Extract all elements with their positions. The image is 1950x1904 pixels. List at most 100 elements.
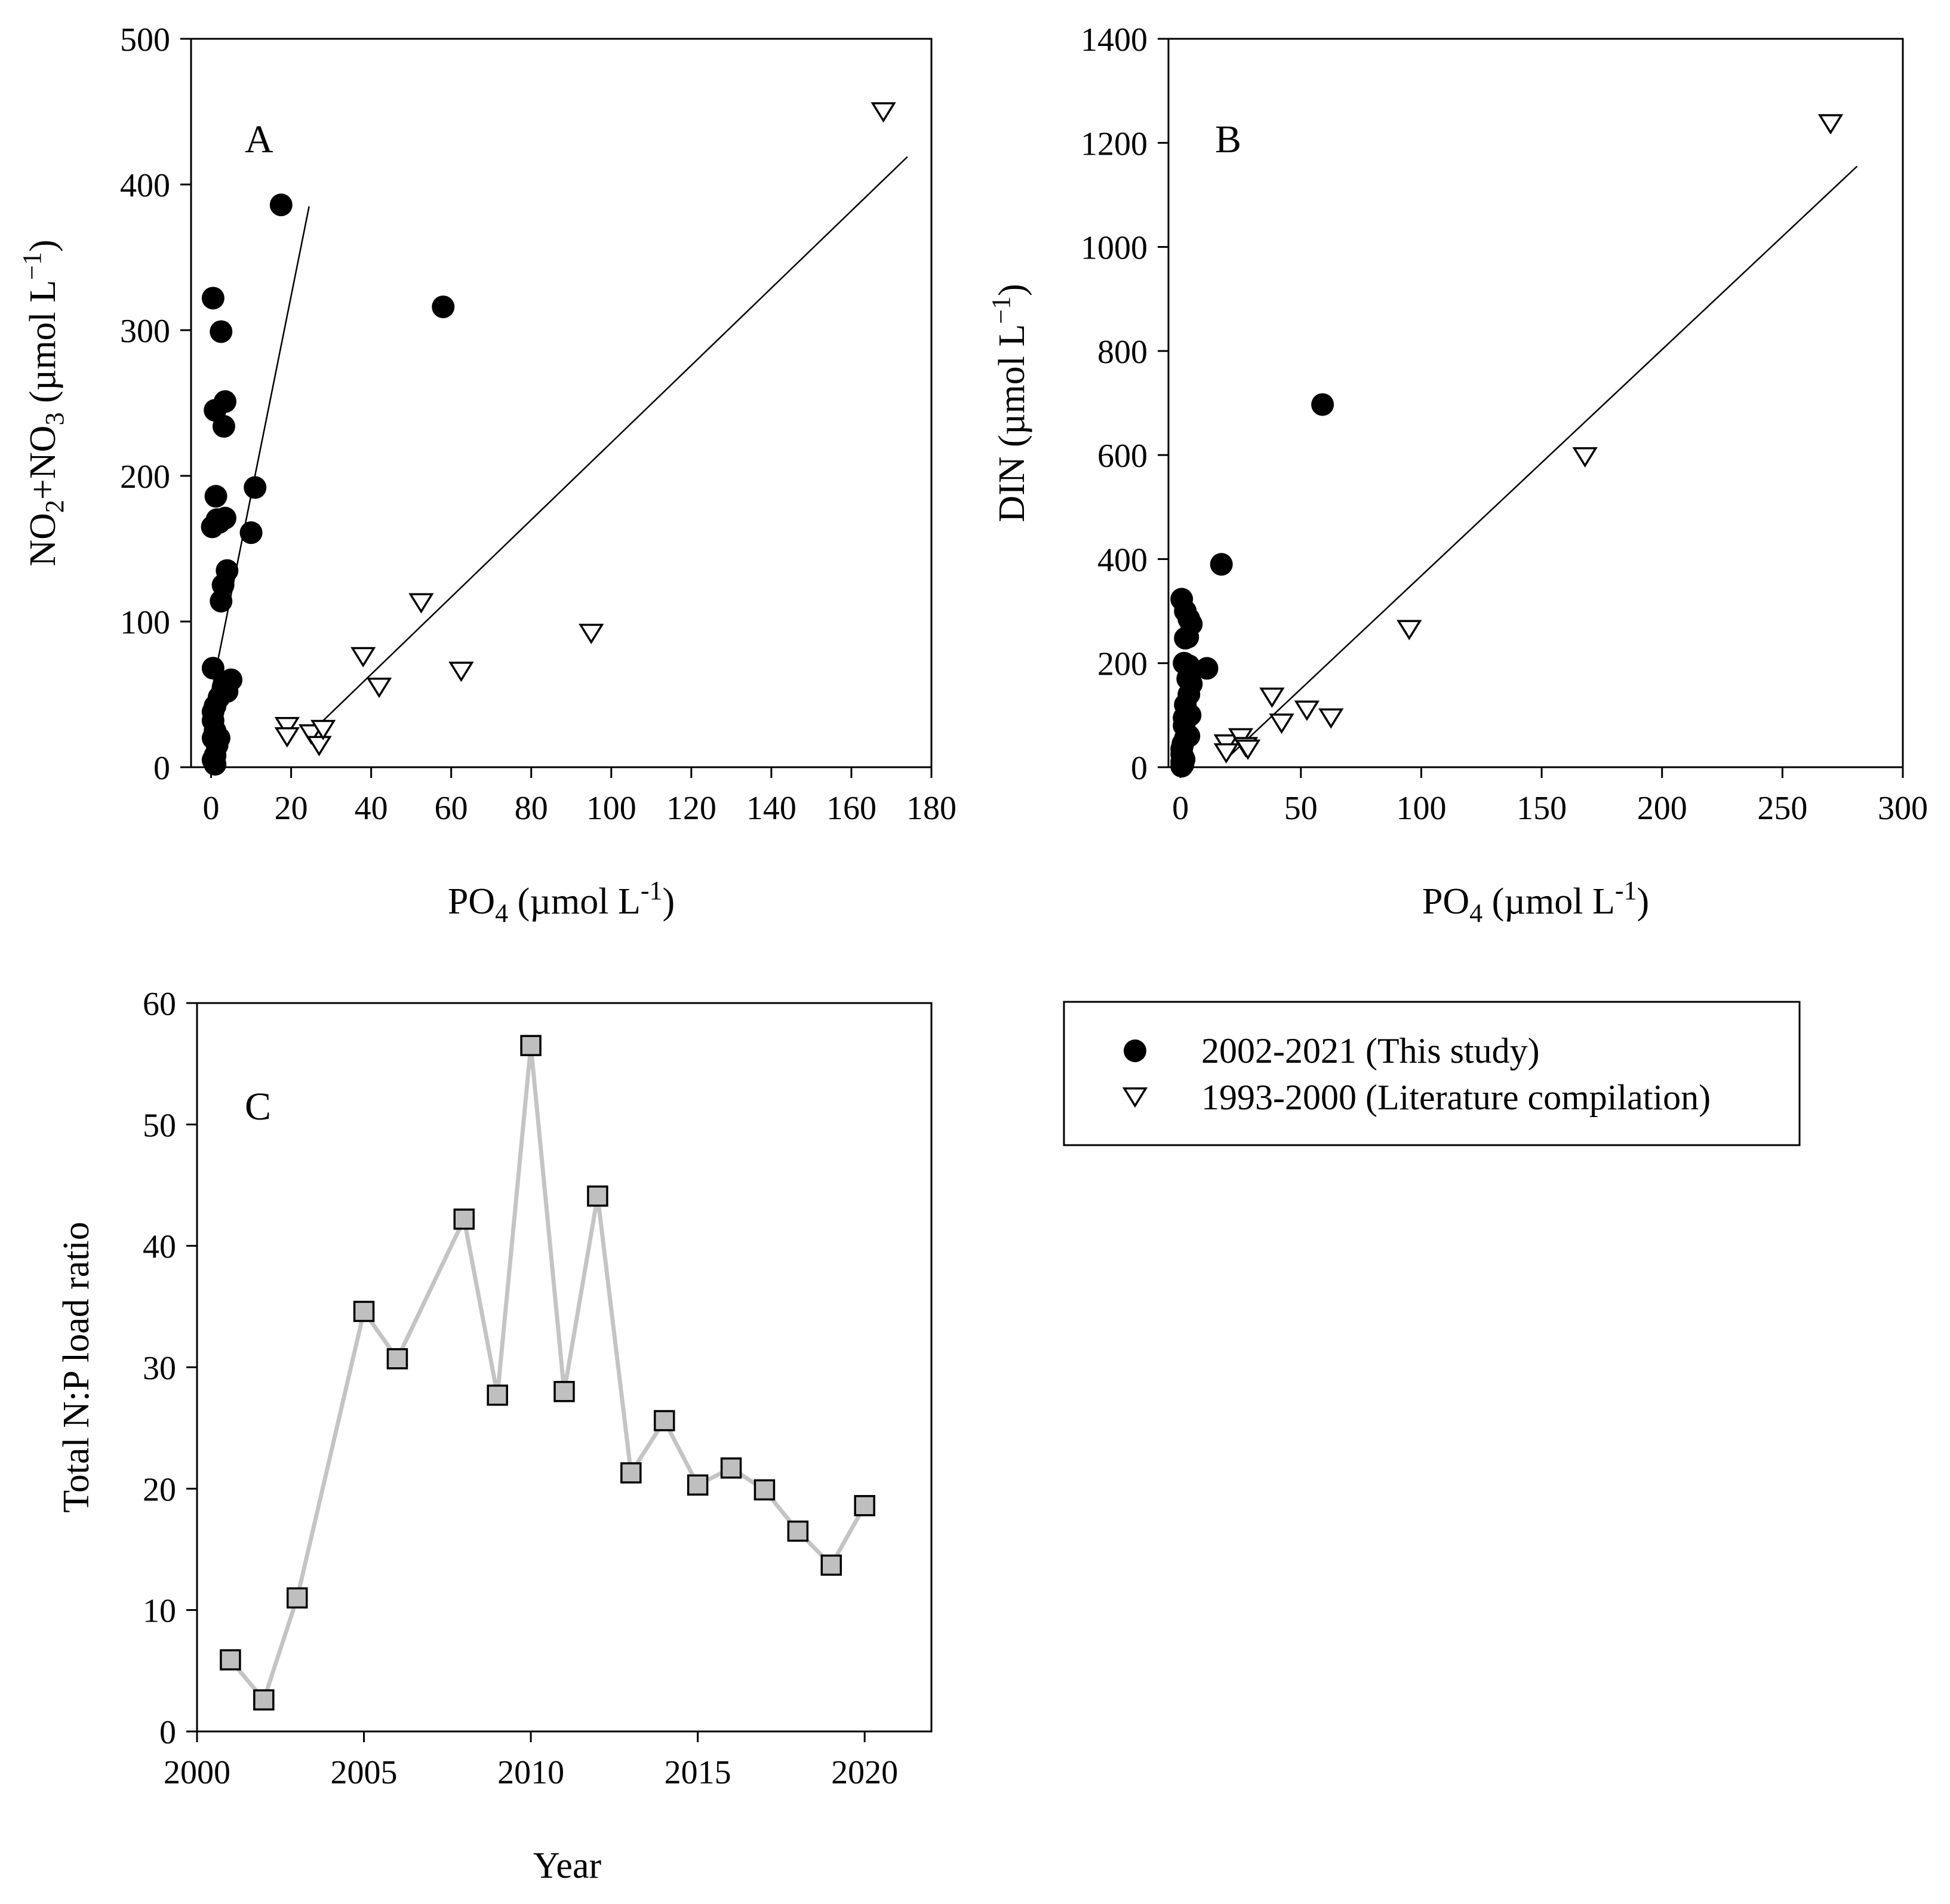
x-tick-label: 2015 [665,1754,731,1791]
y-tick-label: 50 [143,1107,176,1144]
study-data-point [213,390,236,413]
y-tick-label: 1200 [1081,125,1148,162]
x-tick-label: 60 [435,790,468,827]
y-tick-label: 0 [159,1714,176,1751]
legend-label-literature: 1993-2000 (Literature compilation) [1201,1078,1711,1117]
y-tick-label: 400 [120,167,170,204]
x-tick-label: 160 [826,790,876,827]
x-tick-label: 2000 [164,1754,230,1791]
x-tick-label: 50 [1284,790,1318,827]
ratio-data-point [253,1689,275,1711]
study-data-point [204,753,227,776]
panel-c-letter: C [245,1085,271,1128]
panel-b-y-axis-label: DIN (µmol L−1) [986,284,1032,522]
y-tick-label: 300 [120,313,170,350]
panel-b-letter: B [1215,118,1241,161]
study-data-point [201,657,224,680]
y-tick-label: 0 [153,750,170,787]
study-data-point [239,521,263,545]
literature-data-point [1213,743,1239,764]
y-tick-label: 600 [1097,438,1148,475]
study-data-point [244,476,267,499]
x-tick-label: 80 [515,790,548,827]
legend-marker-literature [1122,1087,1148,1108]
literature-data-point [1572,447,1598,468]
x-tick-label: 250 [1757,790,1807,827]
y-tick-label: 200 [1097,646,1148,683]
x-tick-label: 150 [1517,790,1567,827]
study-data-point [213,506,236,530]
panel-c-series-line [229,1043,867,1702]
panel-b-plot-frame [1167,38,1904,768]
literature-data-point [298,724,324,745]
panel-c-x-ticks: 2000 2005 2010 2015 2020 [164,1731,898,1791]
x-tick-label: 180 [906,790,956,827]
y-tick-label: 60 [143,986,176,1023]
legend-frame [1063,1001,1801,1146]
literature-data-point [306,736,332,756]
regression-line [1228,165,1858,758]
study-data-point [201,287,224,310]
literature-data-point [1397,620,1422,641]
x-tick-label: 0 [203,790,220,827]
study-data-point [210,320,233,343]
panel-b-data-points [1170,114,1844,778]
panel-c-y-axis-label: Total N:P load ratio [56,1222,97,1513]
panel-a-letter: A [245,118,273,161]
ratio-data-point [820,1554,842,1576]
x-tick-label: 200 [1637,790,1687,827]
panel-a-data-points [201,102,896,776]
ratio-data-point [487,1385,508,1406]
ratio-data-point [720,1457,742,1479]
ratio-data-point [520,1035,542,1056]
regression-line [310,156,908,733]
ratio-data-point [553,1380,575,1402]
panel-b: 0 50 100 150 200 250 300 0 200 400 600 800 1000 1200… [986,21,1928,928]
literature-data-point [871,102,896,123]
literature-data-point [1235,739,1261,760]
literature-data-point [1294,700,1320,721]
panel-b-y-ticks: 0 200 400 600 800 1000 1200 1400 [1081,21,1168,787]
literature-data-point [310,719,336,740]
study-data-point [432,295,455,318]
literature-data-point [1259,687,1285,708]
ratio-data-point [620,1462,642,1484]
y-tick-label: 100 [120,604,170,641]
study-data-point [1311,393,1334,416]
literature-data-point [366,678,392,699]
ratio-data-point [453,1208,475,1230]
literature-data-point [1318,708,1344,729]
x-tick-label: 40 [355,790,388,827]
x-tick-label: 2010 [497,1754,564,1791]
x-tick-label: 2005 [331,1754,398,1791]
y-tick-label: 800 [1097,334,1148,371]
x-tick-label: 0 [1172,790,1189,827]
y-tick-label: 400 [1097,542,1148,579]
panel-a-y-axis-label: NO2+NO3 (µmol L−1) [17,239,69,566]
literature-data-point [579,623,604,644]
ratio-data-point [787,1520,809,1542]
literature-data-point [408,593,434,614]
study-data-point [1195,657,1219,680]
literature-data-point [274,716,300,737]
y-tick-label: 500 [120,21,170,59]
ratio-data-point [286,1587,308,1609]
x-tick-label: 2020 [831,1754,898,1791]
panel-b-x-axis-label: PO4 (µmol L-1) [1422,876,1649,928]
panel-c-x-axis-label: Year [533,1845,602,1886]
study-data-point [1179,703,1202,727]
study-data-point [204,485,227,508]
study-data-point [1210,553,1233,576]
panel-a-fit-lines [210,156,908,733]
panel-a-y-ticks: 0 100 200 300 400 500 [120,21,191,787]
study-data-point [269,193,293,217]
panel-c-plot-frame [196,1002,933,1733]
study-data-point [210,589,233,613]
legend-marker-study [1124,1039,1146,1062]
literature-data-point [350,647,376,668]
y-tick-label: 30 [143,1350,176,1387]
y-tick-label: 10 [143,1593,176,1630]
y-tick-label: 0 [1131,750,1148,787]
panel-b-x-ticks: 0 50 100 150 200 250 300 [1172,767,1928,827]
